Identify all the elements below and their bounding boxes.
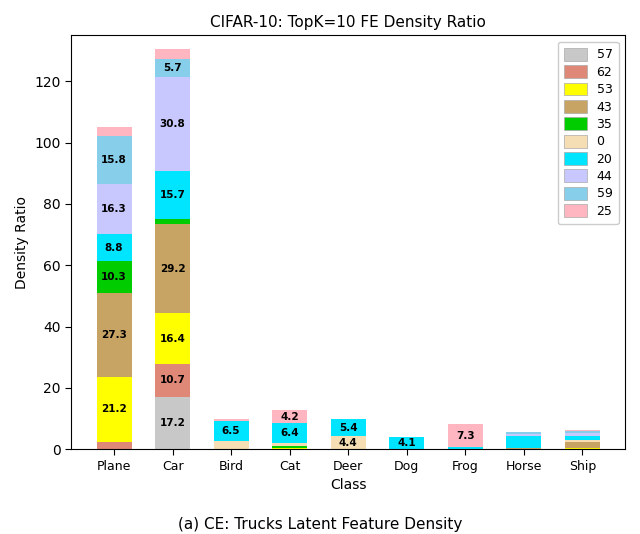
Bar [272,423,307,443]
Bar [506,448,541,449]
Bar [155,49,190,59]
Bar [272,411,307,423]
Bar [155,224,190,313]
Bar [506,434,541,436]
Bar [272,446,307,448]
Text: 15.8: 15.8 [101,155,127,165]
Bar [155,397,190,449]
Text: 8.8: 8.8 [105,243,124,253]
Text: 15.7: 15.7 [159,190,186,200]
Bar [97,127,132,136]
Text: (a) CE: Trucks Latent Feature Density: (a) CE: Trucks Latent Feature Density [178,517,462,532]
Bar [97,376,132,442]
Text: 4.4: 4.4 [339,437,358,447]
Bar [389,437,424,449]
Bar [447,447,483,449]
Bar [214,441,249,449]
Bar [564,440,600,442]
Bar [155,364,190,397]
Bar [506,433,541,434]
Bar [564,436,600,440]
Bar [97,261,132,293]
Text: 10.3: 10.3 [101,272,127,282]
Text: 6.5: 6.5 [222,426,241,436]
Text: 5.7: 5.7 [163,63,182,73]
Bar [97,136,132,184]
Legend: 57, 62, 53, 43, 35, 0, 20, 44, 59, 25: 57, 62, 53, 43, 35, 0, 20, 44, 59, 25 [557,42,619,224]
Bar [564,433,600,436]
Bar [564,431,600,433]
Bar [97,442,132,449]
Bar [506,432,541,433]
Text: 10.7: 10.7 [159,375,186,385]
Y-axis label: Density Ratio: Density Ratio [15,196,29,289]
Bar [97,184,132,234]
Bar [214,419,249,421]
Bar [564,442,600,448]
Bar [214,421,249,441]
Text: 4.2: 4.2 [280,412,299,422]
Title: CIFAR-10: TopK=10 FE Density Ratio: CIFAR-10: TopK=10 FE Density Ratio [210,15,486,30]
Bar [272,448,307,449]
Bar [97,293,132,376]
Text: 16.4: 16.4 [159,334,186,343]
Bar [564,430,600,431]
Bar [155,313,190,364]
Bar [506,436,541,448]
Text: 27.3: 27.3 [101,330,127,340]
Bar [447,425,483,447]
Bar [155,219,190,224]
Bar [331,419,365,436]
Text: 5.4: 5.4 [339,422,358,433]
Text: 30.8: 30.8 [160,119,186,129]
Text: 17.2: 17.2 [159,418,186,428]
Text: 29.2: 29.2 [160,264,186,274]
Bar [564,448,600,449]
Bar [97,234,132,261]
Text: 6.4: 6.4 [280,428,299,438]
Bar [155,59,190,77]
Bar [155,171,190,219]
Text: 16.3: 16.3 [101,205,127,214]
Bar [155,77,190,171]
Text: 4.1: 4.1 [397,438,416,448]
Bar [331,436,365,449]
Text: 21.2: 21.2 [101,404,127,414]
Bar [272,443,307,446]
X-axis label: Class: Class [330,478,367,492]
Text: 7.3: 7.3 [456,431,474,441]
